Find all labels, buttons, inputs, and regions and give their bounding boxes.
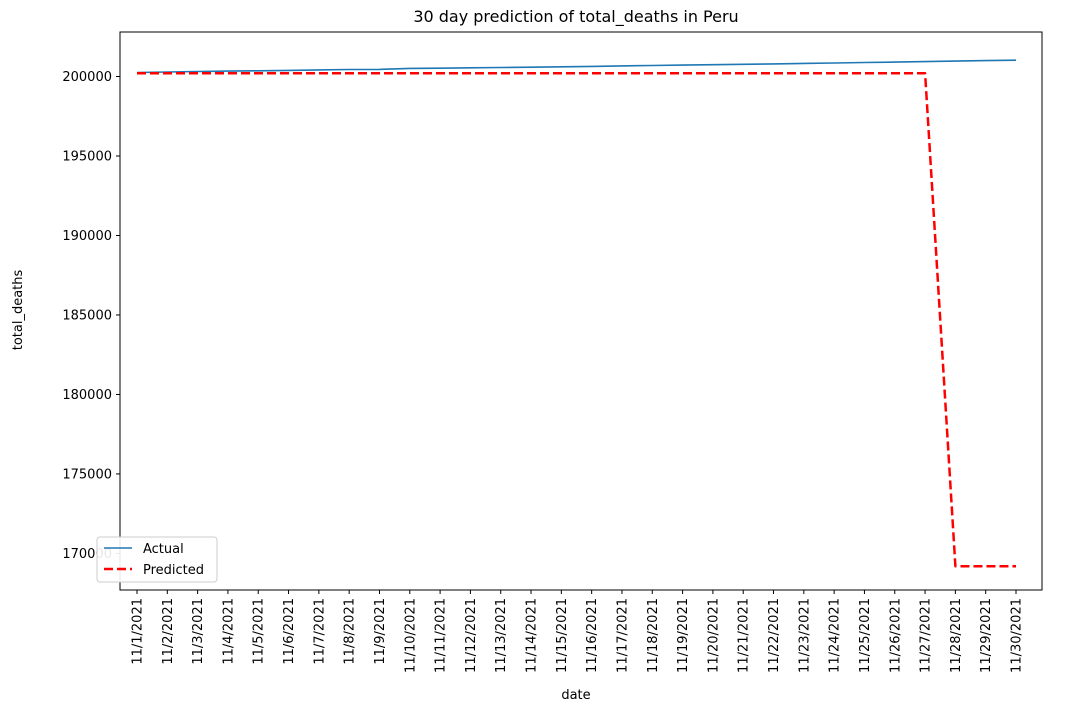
y-tick-label: 185000: [62, 308, 112, 323]
x-tick-label: 11/9/2021: [373, 598, 388, 665]
plot-frame: [119, 31, 1043, 591]
x-tick-label: 11/2/2021: [161, 598, 176, 665]
x-tick-label: 11/27/2021: [919, 598, 934, 673]
x-tick-label: 11/7/2021: [312, 598, 327, 665]
x-tick-label: 11/15/2021: [555, 598, 570, 673]
x-tick-label: 11/4/2021: [221, 598, 236, 665]
x-tick-label: 11/19/2021: [676, 598, 691, 673]
x-tick-label: 11/11/2021: [434, 598, 449, 673]
x-tick-label: 11/23/2021: [797, 598, 812, 673]
x-tick-label: 11/25/2021: [858, 598, 873, 673]
x-tick-label: 11/22/2021: [767, 598, 782, 673]
legend-label-predicted: Predicted: [143, 563, 204, 578]
x-axis: 11/1/2021 11/2/2021 11/3/2021 11/4/2021 11/5…: [131, 590, 1025, 673]
series-line-predicted: [137, 72, 1016, 568]
y-axis: 1700001750001800001850001900001950002000…: [62, 70, 120, 562]
y-tick-label: 180000: [62, 388, 112, 403]
x-tick-label: 11/3/2021: [191, 598, 206, 665]
x-tick-label: 11/10/2021: [403, 598, 418, 673]
x-axis-label: date: [561, 688, 590, 703]
x-tick-label: 11/21/2021: [737, 598, 752, 673]
x-tick-label: 11/1/2021: [131, 598, 146, 665]
series-lines: [136, 59, 1017, 568]
x-tick-label: 11/26/2021: [888, 598, 903, 673]
y-axis-label: total_deaths: [11, 270, 26, 351]
x-tick-label: 11/20/2021: [706, 598, 721, 673]
series-line-actual: [136, 59, 1017, 74]
x-tick-label: 11/6/2021: [282, 598, 297, 665]
x-tick-label: 11/12/2021: [464, 598, 479, 673]
y-tick-label: 190000: [62, 229, 112, 244]
x-tick-label: 11/28/2021: [949, 598, 964, 673]
y-tick-label: 175000: [62, 467, 112, 482]
x-tick-label: 11/17/2021: [615, 598, 630, 673]
x-tick-label: 11/29/2021: [979, 598, 994, 673]
x-tick-label: 11/13/2021: [494, 598, 509, 673]
y-tick-label: 195000: [62, 150, 112, 165]
legend-label-actual: Actual: [143, 542, 184, 557]
x-tick-label: 11/24/2021: [828, 598, 843, 673]
x-tick-label: 11/30/2021: [1010, 598, 1025, 673]
legend: Actual Predicted: [96, 536, 218, 583]
chart-title: 30 day prediction of total_deaths in Per…: [413, 7, 738, 27]
x-tick-label: 11/18/2021: [646, 598, 661, 673]
x-tick-label: 11/5/2021: [252, 598, 267, 665]
x-tick-label: 11/8/2021: [343, 598, 358, 665]
x-tick-label: 11/16/2021: [585, 598, 600, 673]
x-tick-label: 11/14/2021: [525, 598, 540, 673]
y-tick-label: 200000: [62, 70, 112, 85]
